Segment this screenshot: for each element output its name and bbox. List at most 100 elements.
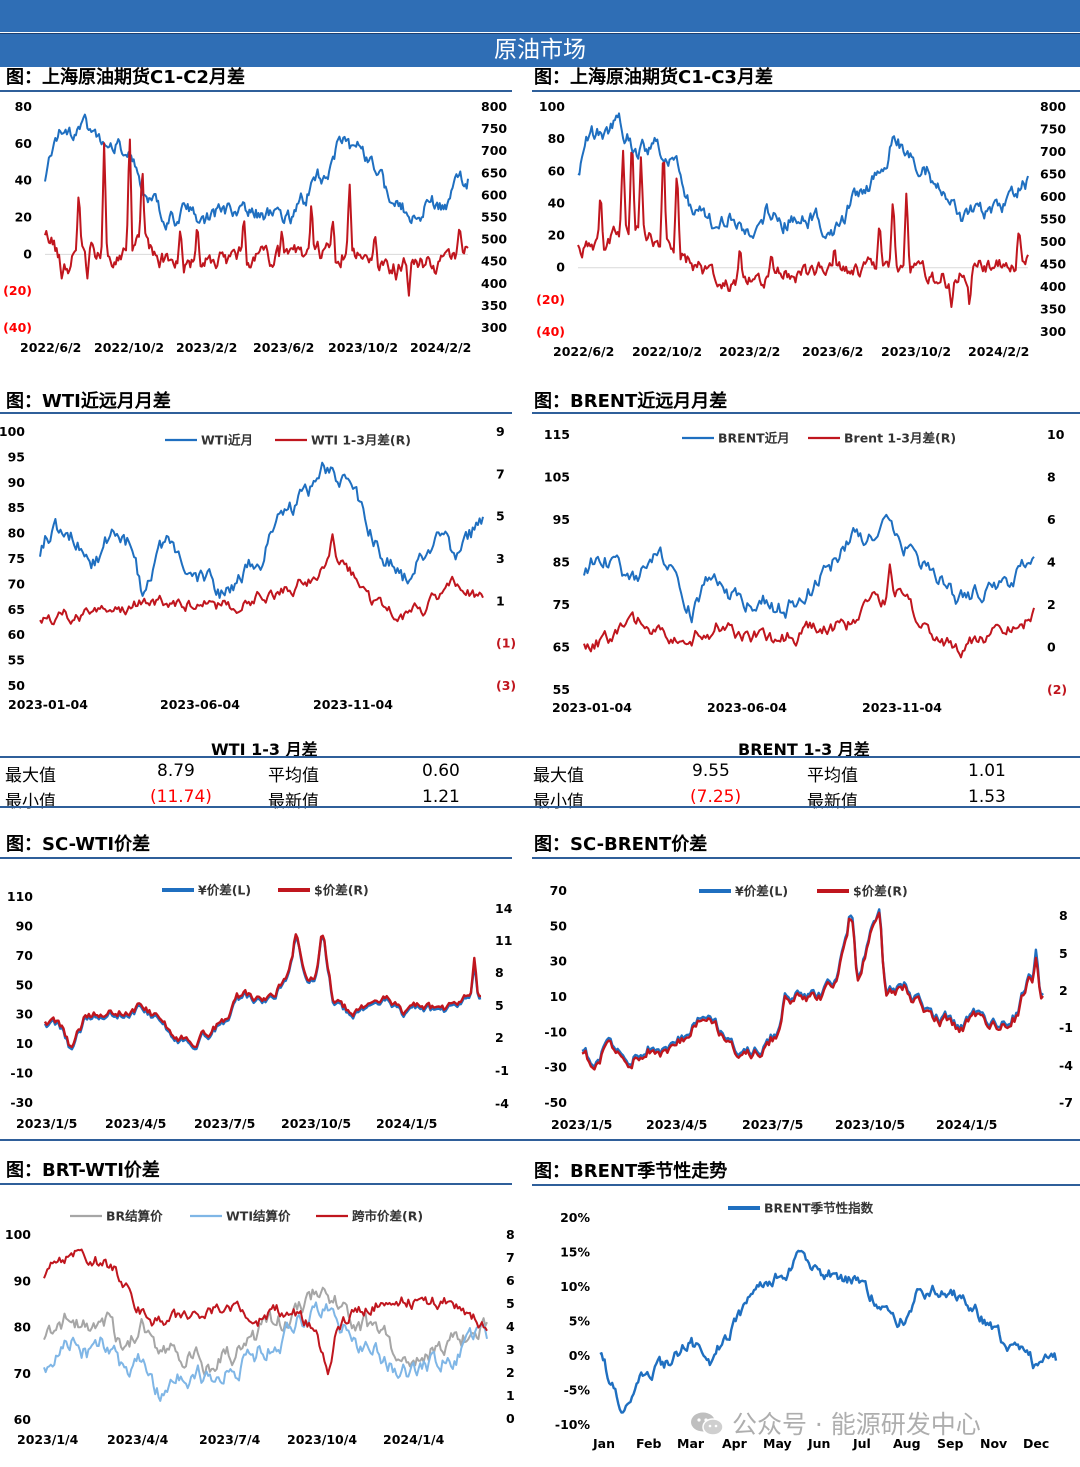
y-tick-left: 85 — [8, 500, 25, 515]
x-tick: 2024/1/4 — [383, 1432, 445, 1447]
stat-label: 最大值 — [5, 766, 56, 786]
stat-label: 平均值 — [807, 766, 858, 786]
y-tick-right: 750 — [481, 121, 507, 136]
x-tick: Aug — [893, 1436, 921, 1451]
x-tick: 2023/10/5 — [281, 1116, 351, 1131]
legend-label: WTI近月 — [201, 433, 253, 448]
series-line — [583, 563, 1035, 659]
y-tick-left: 65 — [8, 602, 25, 617]
series-line — [43, 1301, 488, 1402]
y-tick-left: -50 — [544, 1095, 567, 1110]
x-tick: Nov — [980, 1436, 1007, 1451]
y-tick-left: 60 — [14, 1412, 32, 1427]
y-tick-right: 650 — [1040, 167, 1066, 182]
series-line — [577, 112, 1029, 240]
x-tick: 2023-06-04 — [707, 700, 787, 715]
y-tick-right: 7 — [496, 466, 505, 481]
stat-value: (11.74) — [150, 787, 212, 807]
y-tick-left: 55 — [8, 653, 25, 668]
y-tick-right: 4 — [1047, 555, 1056, 570]
top-bar — [0, 0, 1080, 32]
x-tick: 2023/4/5 — [646, 1117, 707, 1132]
series-line — [43, 1248, 488, 1376]
y-tick-right: 11 — [495, 933, 512, 948]
y-tick-right: 5 — [495, 998, 504, 1013]
x-tick: 2023/2/2 — [176, 340, 237, 355]
series-line — [39, 461, 484, 599]
y-tick-left: 75 — [8, 551, 25, 566]
stat-value: (7.25) — [690, 787, 742, 807]
y-tick-left: 85 — [553, 555, 570, 570]
y-tick-right: 300 — [1040, 324, 1066, 339]
y-tick-left: 50 — [550, 918, 568, 933]
y-tick-left: 100 — [539, 99, 565, 114]
y-tick-right: 4 — [506, 1319, 515, 1334]
stat-value: 1.53 — [968, 787, 1006, 807]
y-tick-left: 100 — [0, 424, 25, 439]
stat-label: 最大值 — [533, 766, 584, 786]
y-tick-right: 2 — [506, 1365, 515, 1380]
y-tick-right: 3 — [496, 551, 505, 566]
x-tick: 2023/1/5 — [16, 1116, 77, 1131]
y-tick-right: -4 — [1059, 1058, 1073, 1073]
stat-value: 1.21 — [422, 787, 460, 807]
x-tick: 2023/1/4 — [17, 1432, 79, 1447]
x-tick: 2023/7/5 — [742, 1117, 803, 1132]
y-tick-right: 14 — [495, 901, 513, 916]
series-line — [44, 138, 469, 297]
y-tick-left: 15% — [560, 1245, 590, 1260]
y-tick-left: 115 — [544, 427, 570, 442]
series-line — [599, 1249, 1058, 1414]
stat-value: 9.55 — [692, 761, 730, 781]
y-tick-left: -10 — [544, 1024, 567, 1039]
y-tick-right: 1 — [506, 1388, 515, 1403]
y-tick-right: -7 — [1059, 1095, 1073, 1110]
x-tick: Mar — [677, 1436, 705, 1451]
x-tick: 2023-01-04 — [8, 697, 88, 712]
y-tick-right: 2 — [1059, 983, 1068, 998]
y-tick-left: 70 — [550, 883, 568, 898]
y-tick-left: 90 — [16, 918, 34, 933]
y-tick-right: 450 — [481, 254, 507, 269]
y-tick-left: 0% — [569, 1348, 591, 1363]
y-tick-right: 1 — [496, 593, 505, 608]
y-tick-right: 300 — [481, 320, 507, 335]
y-tick-left: (20) — [3, 283, 32, 298]
y-tick-right: 450 — [1040, 257, 1066, 272]
y-tick-left: 70 — [16, 948, 34, 963]
y-tick-left: -30 — [544, 1060, 567, 1075]
y-tick-left: 70 — [8, 576, 26, 591]
divider — [532, 412, 1080, 414]
y-tick-left: 55 — [553, 682, 570, 697]
watermark-text: 公众号 · 能源研发中心 — [731, 1410, 981, 1439]
y-tick-right: 8 — [1047, 470, 1056, 485]
x-tick: 2023/10/2 — [881, 344, 951, 359]
y-tick-right: 5 — [506, 1296, 515, 1311]
y-tick-right: 5 — [496, 509, 505, 524]
x-tick: 2022/6/2 — [553, 344, 614, 359]
legend-label: BR结算价 — [106, 1209, 163, 1224]
watermark: 公众号 · 能源研发中心 — [690, 1405, 981, 1441]
legend-label: BRENT季节性指数 — [764, 1201, 874, 1216]
chart-title-c8: 图：BRENT季节性走势 — [534, 1161, 728, 1182]
y-tick-left: 90 — [8, 475, 26, 490]
y-tick-right: (2) — [1047, 682, 1067, 697]
x-tick: Feb — [636, 1436, 662, 1451]
x-tick: Jan — [592, 1436, 615, 1451]
stats-title-wti: WTI 1-3 月差 — [211, 740, 318, 759]
chart-title-c4: 图：BRENT近远月月差 — [534, 391, 728, 412]
x-tick: 2024/2/2 — [968, 344, 1029, 359]
y-tick-right: -4 — [495, 1096, 509, 1111]
y-tick-left: 50 — [8, 678, 26, 693]
legend-label: $价差(R) — [314, 883, 369, 898]
y-tick-right: 6 — [1047, 512, 1056, 527]
x-tick: 2023-11-04 — [313, 697, 393, 712]
y-tick-right: 650 — [481, 165, 507, 180]
y-tick-right: 550 — [1040, 212, 1066, 227]
x-tick: Dec — [1023, 1436, 1049, 1451]
y-tick-right: (3) — [496, 678, 516, 693]
x-tick: 2023/1/5 — [551, 1117, 612, 1132]
legend-label: WTI 1-3月差(R) — [311, 433, 411, 448]
y-tick-right: 400 — [1040, 279, 1066, 294]
stat-value: 8.79 — [157, 761, 195, 781]
